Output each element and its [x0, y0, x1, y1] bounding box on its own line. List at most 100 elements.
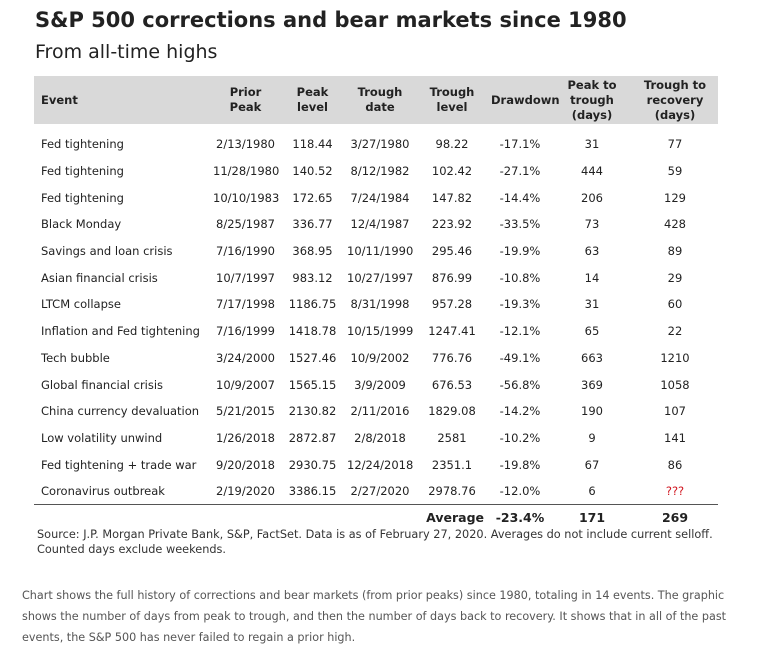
table-spacer	[34, 124, 718, 131]
corrections-table: Event Prior Peak Peak level Trough date …	[34, 76, 718, 529]
cell-trough-date: 8/12/1982	[350, 164, 410, 179]
cell-drawdown: -12.0%	[488, 477, 552, 506]
cell-event: Asian financial crisis	[41, 270, 158, 285]
cell-trough-to-recovery: 428	[664, 217, 686, 232]
cell-peak-level: 3386.15	[281, 477, 344, 506]
cell-prior-peak: 7/17/1998	[216, 297, 275, 312]
average-drawdown: -23.4%	[495, 509, 545, 525]
table-row: China currency devaluation 5/21/2015 2130.…	[34, 398, 718, 425]
cell-drawdown: -56.8%	[499, 377, 541, 392]
cell-peak-level: 2930.75	[288, 457, 337, 472]
average-label: Average	[426, 509, 484, 525]
chart-description: Chart shows the full history of correcti…	[22, 589, 727, 644]
cell-drawdown: -49.1%	[499, 350, 541, 365]
cell-trough-date: 3/27/1980	[350, 137, 410, 152]
table-body: Fed tightening 2/13/1980 118.44 3/27/1980 98…	[34, 124, 718, 506]
cell-event: Savings and loan crisis	[41, 244, 173, 259]
cell-peak-level: 1418.78	[288, 324, 337, 339]
cell-trough-level: 776.76	[431, 350, 473, 365]
cell-peak-level: 983.12	[292, 270, 333, 285]
cell-drawdown: -12.1%	[499, 324, 541, 339]
cell-trough-to-recovery: 60	[667, 297, 683, 312]
cell-trough-date: 10/11/1990	[347, 244, 414, 259]
cell-peak-level: 172.65	[292, 190, 333, 205]
cell-prior-peak: 5/21/2015	[216, 404, 275, 419]
cell-event: Black Monday	[41, 217, 122, 232]
header-prior-peak: Prior Peak	[229, 85, 262, 114]
cell-trough-level: 2351.1	[431, 457, 473, 472]
cell-prior-peak: 1/26/2018	[216, 430, 275, 445]
cell-prior-peak: 2/19/2020	[210, 477, 281, 506]
cell-event: Low volatility unwind	[41, 430, 163, 445]
chart-title: S&P 500 corrections and bear markets sin…	[35, 8, 627, 32]
cell-peak-to-trough: 63	[584, 244, 600, 259]
cell-trough-date: 10/15/1999	[347, 324, 414, 339]
cell-trough-level: 147.82	[431, 190, 473, 205]
cell-trough-to-recovery: ???	[632, 477, 718, 506]
cell-trough-to-recovery: 89	[667, 244, 683, 259]
cell-trough-to-recovery: 107	[664, 404, 686, 419]
cell-prior-peak: 10/7/1997	[216, 270, 275, 285]
cell-drawdown: -19.3%	[499, 297, 541, 312]
table-row: Asian financial crisis 10/7/1997 983.12 10/…	[34, 264, 718, 291]
cell-peak-to-trough: 190	[581, 404, 603, 419]
cell-drawdown: -33.5%	[499, 217, 541, 232]
cell-prior-peak: 10/9/2007	[216, 377, 275, 392]
cell-trough-date: 10/9/2002	[350, 350, 410, 365]
cell-trough-to-recovery: 77	[667, 137, 683, 152]
cell-trough-date: 7/24/1984	[350, 190, 410, 205]
chart-subtitle: From all-time highs	[35, 41, 218, 63]
cell-peak-level: 118.44	[292, 137, 333, 152]
header-trough-to-recovery: Trough to recovery (days)	[632, 76, 718, 124]
header-trough-to-recovery-line1: Trough to	[643, 77, 707, 92]
cell-trough-level: 957.28	[431, 297, 473, 312]
cell-drawdown: -10.2%	[499, 430, 541, 445]
cell-trough-level: 102.42	[431, 164, 473, 179]
cell-trough-level: 295.46	[431, 244, 473, 259]
average-row: Average -23.4% 171 269	[34, 505, 718, 530]
table-row: Savings and loan crisis 7/16/1990 368.95 10…	[34, 238, 718, 265]
table-row: Black Monday 8/25/1987 336.77 12/4/1987 223.…	[34, 211, 718, 238]
cell-peak-level: 1186.75	[288, 297, 337, 312]
cell-peak-to-trough: 14	[584, 270, 600, 285]
cell-trough-level: 876.99	[431, 270, 473, 285]
table-row: Fed tightening 10/10/1983 172.65 7/24/1984 1…	[34, 184, 718, 211]
source-note: Source: J.P. Morgan Private Bank, S&P, F…	[37, 528, 713, 556]
cell-trough-to-recovery: 129	[664, 190, 686, 205]
cell-event: Fed tightening + trade war	[41, 457, 197, 472]
header-trough-date: Trough date	[357, 85, 403, 114]
cell-trough-level: 2581	[437, 430, 467, 445]
header-peak-to-trough-line2: trough (days)	[570, 92, 614, 122]
cell-trough-to-recovery: 86	[667, 457, 683, 472]
average-peak-to-trough: 171	[578, 509, 606, 525]
cell-peak-to-trough: 369	[581, 377, 603, 392]
cell-peak-to-trough: 31	[584, 137, 600, 152]
header-drawdown: Drawdown	[491, 92, 560, 107]
cell-drawdown: -27.1%	[499, 164, 541, 179]
cell-peak-level: 2130.82	[288, 404, 337, 419]
table-row: Fed tightening 11/28/1980 140.52 8/12/1982 1…	[34, 158, 718, 185]
header-peak-level: Peak level	[296, 85, 329, 114]
cell-peak-to-trough: 9	[588, 430, 596, 445]
table-row: LTCM collapse 7/17/1998 1186.75 8/31/1998 95…	[34, 291, 718, 318]
cell-trough-to-recovery: 141	[664, 430, 686, 445]
data-table-container: Event Prior Peak Peak level Trough date …	[34, 76, 718, 529]
cell-trough-date: 8/31/1998	[350, 297, 410, 312]
cell-peak-to-trough: 206	[581, 190, 603, 205]
cell-trough-to-recovery: 1058	[660, 377, 690, 392]
cell-event: LTCM collapse	[41, 297, 121, 312]
table-row: Low volatility unwind 1/26/2018 2872.87 2/8…	[34, 425, 718, 452]
table-header-row: Event Prior Peak Peak level Trough date …	[34, 76, 718, 124]
cell-prior-peak: 10/10/1983	[213, 190, 280, 205]
cell-prior-peak: 2/13/1980	[216, 137, 275, 152]
cell-event: China currency devaluation	[41, 404, 200, 419]
table-row: Inflation and Fed tightening 7/16/1999 141…	[34, 318, 718, 345]
cell-trough-date: 2/11/2016	[350, 404, 410, 419]
cell-peak-to-trough: 65	[584, 324, 600, 339]
cell-prior-peak: 9/20/2018	[216, 457, 275, 472]
cell-trough-to-recovery: 22	[667, 324, 683, 339]
table-row: Fed tightening + trade war 9/20/2018 2930.…	[34, 451, 718, 478]
cell-trough-date: 2/27/2020	[344, 477, 416, 506]
cell-trough-level: 223.92	[431, 217, 473, 232]
cell-peak-level: 1527.46	[288, 350, 337, 365]
